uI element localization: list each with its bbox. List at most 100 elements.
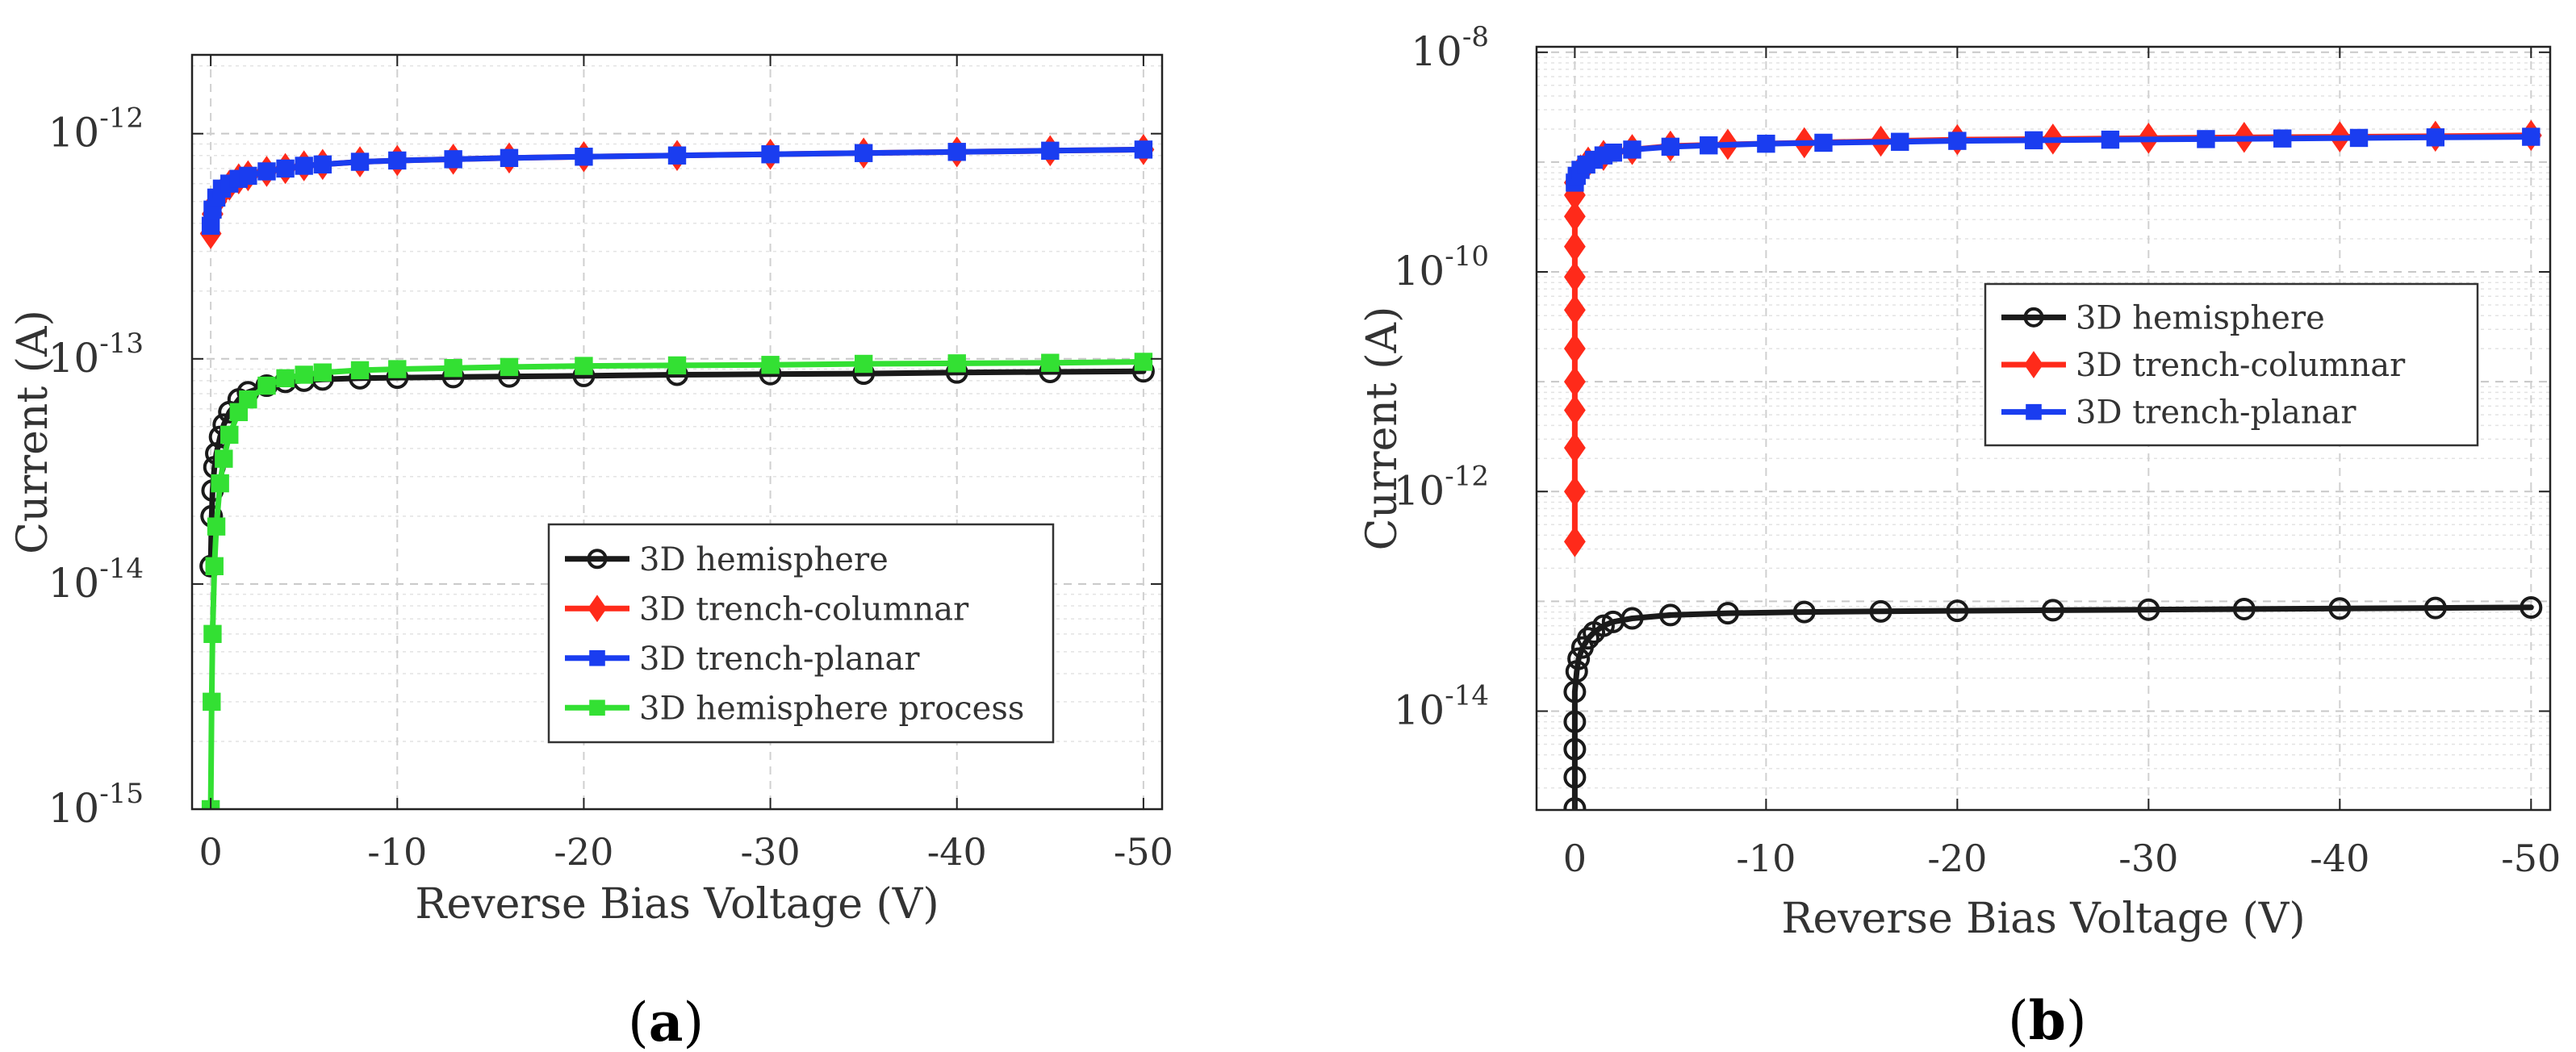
- x-axis-label: Reverse Bias Voltage (V): [415, 880, 939, 929]
- data-point: [1563, 710, 1587, 733]
- data-point: [667, 356, 687, 375]
- plot-area: [199, 134, 1155, 809]
- data-point: [2137, 598, 2160, 621]
- y-tick-exponent: -13: [99, 328, 144, 360]
- x-tick-label: -50: [2501, 837, 2561, 880]
- data-point: [1563, 231, 1586, 262]
- legend-marker: [588, 595, 607, 623]
- data-point: [203, 692, 221, 712]
- data-point: [1948, 132, 1967, 150]
- data-point: [1563, 394, 1586, 426]
- data-point: [350, 361, 370, 380]
- x-tick-label: -50: [1114, 830, 1173, 874]
- legend: 3D hemisphere 3D trench-columnar 3D trench…: [547, 523, 1055, 744]
- y-tick-base: 10: [48, 785, 100, 832]
- data-point: [1563, 737, 1587, 761]
- data-point: [205, 557, 224, 575]
- data-point: [854, 354, 873, 374]
- data-point: [313, 363, 332, 382]
- x-axis: 0 -10 -20 -30 -40 -50 Reverse Bias Voltage (V): [1563, 47, 2561, 943]
- data-point: [2197, 130, 2215, 148]
- data-point: [1620, 607, 1644, 630]
- data-point: [388, 360, 407, 378]
- data-point: [295, 365, 313, 384]
- x-tick-label: -40: [927, 830, 987, 874]
- data-point: [1700, 136, 1718, 155]
- axes-frame: [1535, 45, 2552, 812]
- chart-b: 0 -10 -20 -30 -40 -50 Reverse Bias Voltage (V)…: [1358, 21, 2561, 943]
- caption-letter: a: [649, 991, 684, 1052]
- x-tick-label: -40: [2310, 837, 2369, 880]
- legend-marker: [2024, 351, 2043, 378]
- x-tick-label: -10: [367, 830, 427, 874]
- y-axis-label: Current (A): [1358, 307, 1407, 551]
- data-point: [1134, 353, 1153, 371]
- legend-label: 3D trench-columnar: [639, 591, 969, 628]
- data-point: [761, 356, 780, 374]
- legend-item: 3D hemisphere: [2001, 299, 2325, 336]
- x-tick-label: -20: [1927, 837, 1987, 880]
- data-point: [1563, 766, 1587, 789]
- data-point: [444, 150, 462, 169]
- data-point: [1946, 599, 1969, 623]
- caption-paren: ): [684, 991, 705, 1052]
- y-tick-base: 10: [1394, 248, 1445, 294]
- y-axis-label: Current (A): [9, 310, 57, 554]
- y-tick-exponent: -10: [1445, 240, 1489, 273]
- subfigure-caption: (a): [628, 991, 704, 1052]
- data-point: [1623, 140, 1641, 159]
- legend: 3D hemisphere 3D trench-columnar 3D trench…: [1984, 282, 2479, 447]
- data-point: [854, 144, 873, 162]
- data-point: [1891, 132, 1909, 151]
- data-point: [2349, 128, 2369, 148]
- data-point: [1563, 432, 1586, 464]
- legend-marker: [587, 549, 608, 570]
- data-point: [1716, 602, 1739, 625]
- series-3d-trench-planar: [1566, 127, 2540, 192]
- x-axis-label: Reverse Bias Voltage (V): [1781, 895, 2305, 943]
- caption-paren: (: [628, 991, 649, 1052]
- data-point: [947, 143, 966, 161]
- data-point: [2522, 127, 2540, 146]
- y-tick-exponent: -14: [99, 553, 144, 585]
- y-tick-label: 10-14: [1394, 679, 1489, 733]
- data-point: [575, 148, 593, 166]
- y-tick-exponent: -14: [1445, 679, 1489, 712]
- series-line: [1571, 604, 2534, 810]
- x-tick-label: -30: [741, 830, 801, 874]
- data-point: [1041, 353, 1060, 372]
- data-point: [1563, 261, 1586, 293]
- data-point: [276, 159, 295, 178]
- data-point: [1757, 134, 1775, 153]
- data-point: [239, 390, 257, 409]
- y-tick-base: 10: [1411, 28, 1462, 75]
- data-point: [575, 357, 593, 375]
- legend-label: 3D trench-planar: [2076, 394, 2356, 432]
- data-point: [1563, 475, 1586, 507]
- data-point: [1567, 647, 1591, 670]
- x-tick-label: 0: [199, 830, 222, 874]
- data-point: [2024, 131, 2043, 150]
- data-point: [1576, 627, 1600, 650]
- y-tick-exponent: -12: [99, 102, 144, 135]
- y-tick-base: 10: [48, 560, 100, 607]
- subfigure-caption: (b): [2008, 989, 2087, 1052]
- y-tick-base: 10: [48, 110, 100, 157]
- legend-marker: [589, 699, 605, 716]
- data-point: [1563, 294, 1586, 326]
- x-tick-label: 0: [1563, 837, 1587, 880]
- y-tick-exponent: -8: [1462, 21, 1489, 53]
- y-tick-base: 10: [1394, 467, 1445, 514]
- x-tick-label: -10: [1736, 837, 1796, 880]
- data-point: [2232, 597, 2256, 620]
- data-point: [257, 162, 276, 181]
- data-point: [313, 155, 332, 174]
- data-point: [220, 425, 239, 445]
- y-tick-base: 10: [48, 335, 100, 382]
- x-tick-label: -20: [554, 830, 613, 874]
- legend-item: 3D trench-columnar: [565, 591, 969, 628]
- series-3d-hemisphere: [1563, 595, 2543, 810]
